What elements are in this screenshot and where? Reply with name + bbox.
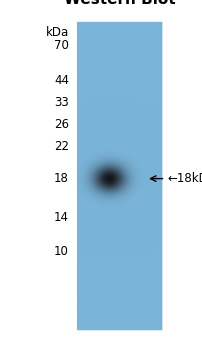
Text: 10: 10 — [54, 245, 69, 257]
Text: kDa: kDa — [45, 26, 69, 38]
Text: 14: 14 — [54, 211, 69, 224]
Text: 18: 18 — [54, 172, 69, 185]
Text: 22: 22 — [54, 140, 69, 153]
Text: Western Blot: Western Blot — [64, 0, 175, 7]
Text: 26: 26 — [54, 118, 69, 131]
Text: 33: 33 — [54, 96, 69, 109]
Text: 70: 70 — [54, 39, 69, 52]
Bar — [77, 22, 162, 330]
Text: ←18kDa: ←18kDa — [167, 172, 202, 185]
Text: 44: 44 — [54, 74, 69, 87]
